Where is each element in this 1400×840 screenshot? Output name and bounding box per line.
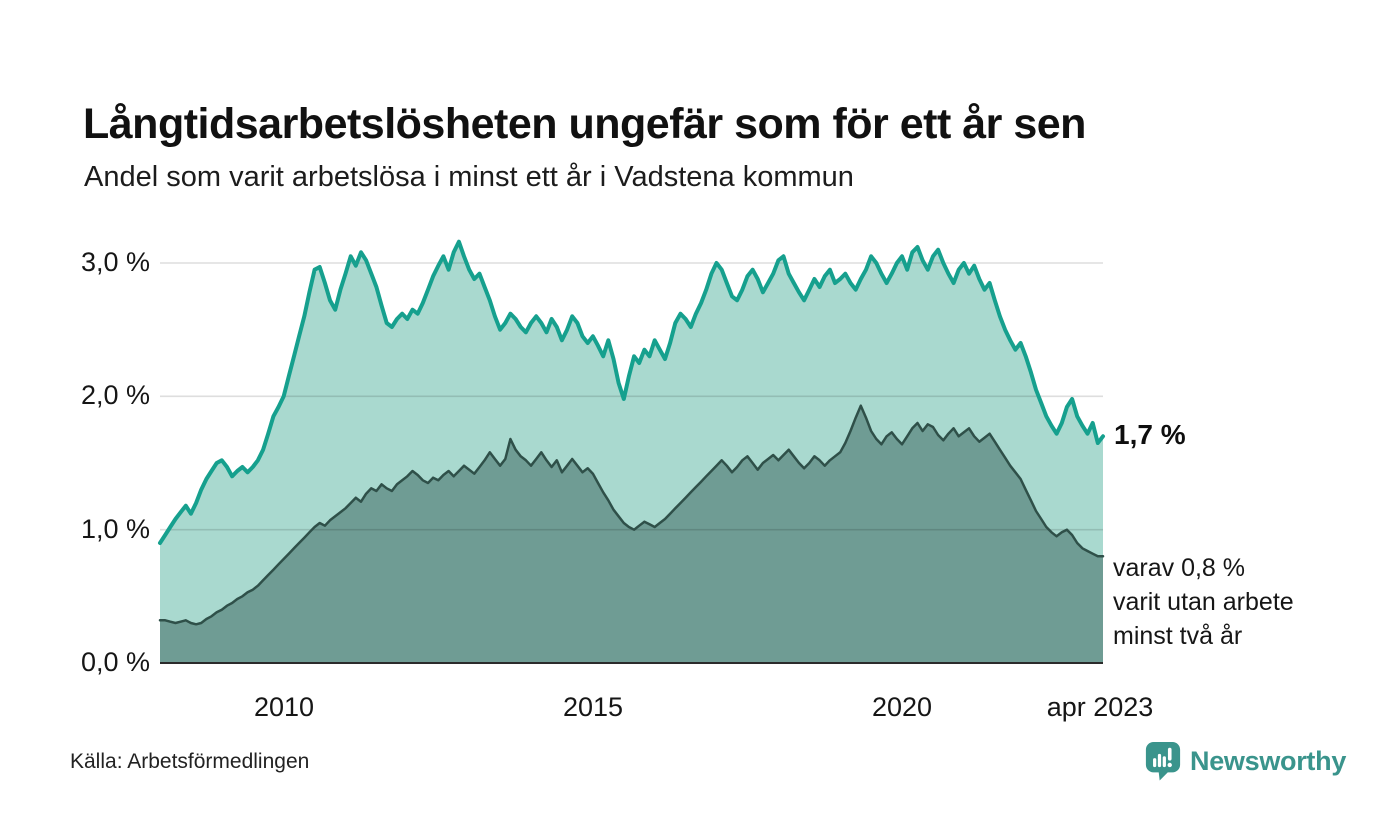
brand-name: Newsworthy — [1190, 745, 1347, 776]
latest-value-annotation: 1,7 % — [1114, 419, 1186, 450]
page-subtitle: Andel som varit arbetslösa i minst ett å… — [84, 161, 854, 193]
series-line-minst-ett-år — [158, 239, 1105, 545]
y-axis-tick-label: 3,0 % — [80, 247, 150, 277]
page-title: Långtidsarbetslösheten ungefär som för e… — [83, 99, 1086, 148]
x-axis-tick-label: 2020 — [871, 692, 933, 722]
x-axis-tick-label: apr 2023 — [1046, 692, 1154, 722]
source-credit: Källa: Arbetsförmedlingen — [70, 750, 310, 773]
y-axis-tick-label: 1,0 % — [80, 514, 150, 544]
secondary-annotation-line: minst två år — [1113, 622, 1243, 650]
brand-logo: Newsworthy — [1144, 741, 1346, 781]
secondary-annotation: varav 0,8 % varit utan arbete minst två … — [1113, 551, 1294, 653]
x-axis-tick-label: 2015 — [562, 692, 624, 722]
y-axis-tick-label: 2,0 % — [80, 380, 150, 410]
newsworthy-icon — [1145, 742, 1181, 781]
y-axis-tick-label: 0,0 % — [80, 647, 150, 677]
secondary-annotation-line: varit utan arbete — [1113, 588, 1294, 616]
x-axis-tick-label: 2010 — [253, 692, 315, 722]
secondary-annotation-line: varav 0,8 % — [1113, 554, 1246, 582]
series-line-minst-två-år — [158, 404, 1105, 626]
series-area-minst-två-år — [160, 405, 1103, 663]
